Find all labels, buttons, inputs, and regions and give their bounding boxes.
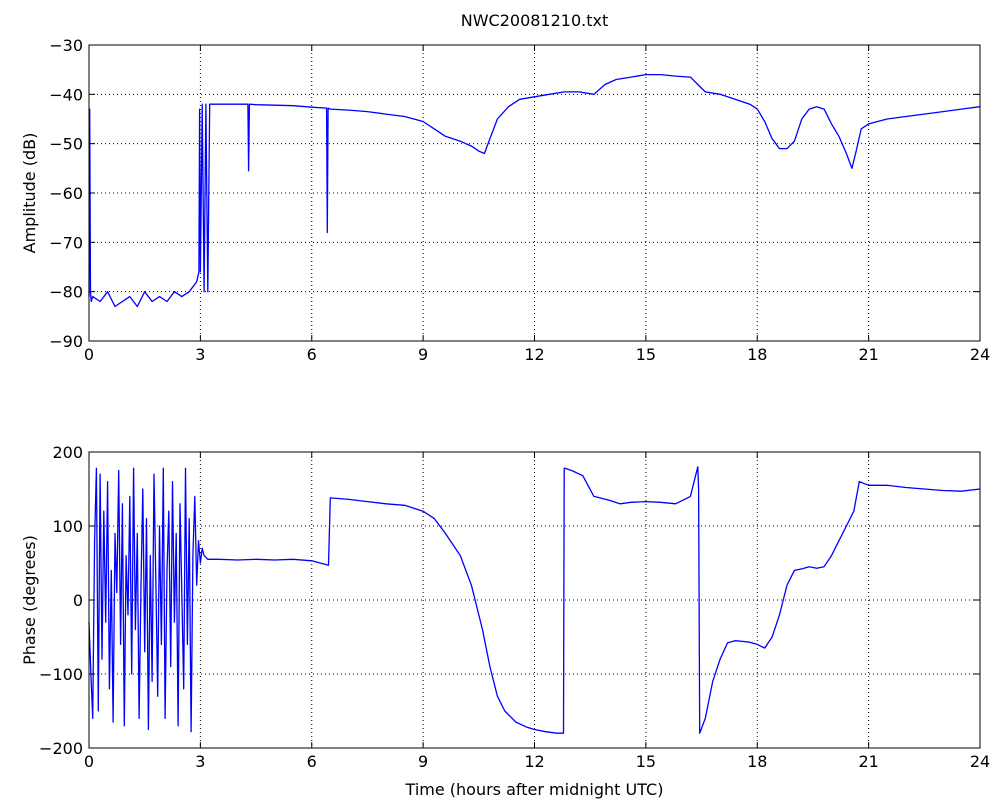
amplitude-y-tick-label: −70	[49, 233, 83, 252]
phase-x-tick-label: 3	[195, 752, 205, 771]
phase-y-tick-label: 200	[52, 443, 83, 462]
amplitude-y-ticks: −30 −40 −50 −60 −70 −80 −90	[49, 36, 980, 351]
amplitude-x-ticks: 0 3 6 9 12 15 18 21 24	[84, 45, 990, 364]
amplitude-y-tick-label: −80	[49, 283, 83, 302]
amplitude-series-line	[88, 73, 981, 308]
phase-x-ticks: 0 3 6 9 12 15 18 21 24	[84, 452, 990, 771]
amplitude-y-tick-label: −40	[49, 85, 83, 104]
amplitude-x-tick-label: 0	[84, 345, 94, 364]
amplitude-x-tick-label: 15	[636, 345, 656, 364]
phase-y-tick-label: 0	[73, 591, 83, 610]
phase-x-tick-label: 6	[307, 752, 317, 771]
phase-x-tick-label: 12	[524, 752, 544, 771]
amplitude-grid	[89, 45, 980, 341]
amplitude-x-tick-label: 24	[970, 345, 990, 364]
amplitude-y-tick-label: −50	[49, 135, 83, 154]
amplitude-x-tick-label: 12	[524, 345, 544, 364]
phase-grid	[89, 452, 980, 748]
amplitude-y-axis-label: Amplitude (dB)	[20, 133, 39, 254]
amplitude-x-tick-label: 3	[195, 345, 205, 364]
amplitude-x-tick-label: 9	[418, 345, 428, 364]
phase-y-tick-label: −200	[39, 739, 83, 758]
phase-panel: 0 3 6 9 12 15 18 21 24 200 100 0 −100 −200 Time (hou…	[20, 443, 990, 799]
phase-y-axis-label: Phase (degrees)	[20, 535, 39, 665]
phase-x-tick-label: 15	[636, 752, 656, 771]
phase-y-tick-label: −100	[39, 665, 83, 684]
amplitude-y-tick-label: −90	[49, 332, 83, 351]
chart-title: NWC20081210.txt	[461, 11, 609, 30]
phase-y-tick-label: 100	[52, 517, 83, 536]
amplitude-series	[88, 73, 981, 308]
amplitude-y-tick-label: −60	[49, 184, 83, 203]
amplitude-y-tick-label: −30	[49, 36, 83, 55]
phase-x-tick-label: 9	[418, 752, 428, 771]
phase-x-tick-label: 21	[858, 752, 878, 771]
phase-y-ticks: 200 100 0 −100 −200	[39, 443, 980, 758]
x-axis-label: Time (hours after midnight UTC)	[405, 780, 664, 799]
phase-series-line	[88, 466, 981, 734]
amplitude-x-tick-label: 21	[858, 345, 878, 364]
amplitude-x-tick-label: 18	[747, 345, 767, 364]
amplitude-x-tick-label: 6	[307, 345, 317, 364]
phase-x-tick-label: 24	[970, 752, 990, 771]
phase-series	[88, 466, 981, 734]
phase-x-tick-label: 18	[747, 752, 767, 771]
amplitude-panel: 0 3 6 9 12 15 18 21 24 −30 −40 −50 −60 −70 −80 −90 NWC…	[20, 11, 990, 364]
phase-x-tick-label: 0	[84, 752, 94, 771]
